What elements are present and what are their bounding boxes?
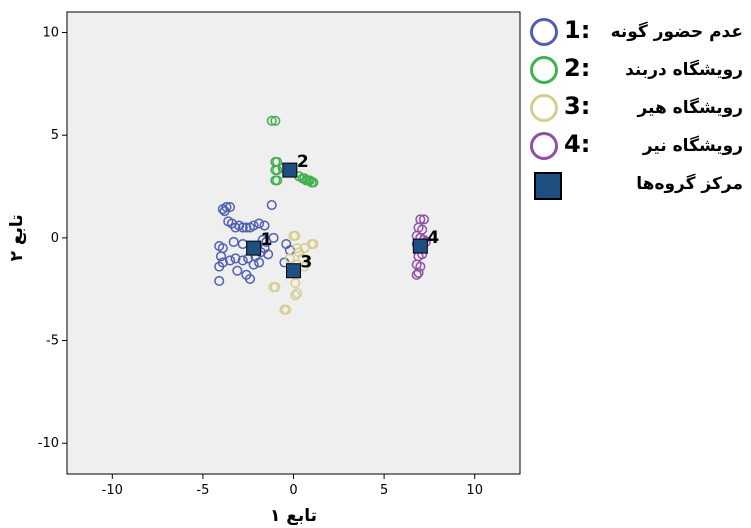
legend-label: رویشگاه نیر [642, 136, 743, 156]
data-point [308, 238, 319, 250]
centroid-marker [282, 162, 298, 178]
y-tick-label: -5 [46, 334, 59, 349]
data-point [284, 253, 295, 264]
series-g2 [266, 115, 319, 188]
legend-label: عدم حضور گونه [610, 22, 743, 42]
legend-number: 4: [564, 130, 591, 158]
legend-item-g3: 3: رویشگاه هیر [526, 92, 751, 130]
data-point [263, 249, 274, 260]
data-point [241, 222, 252, 233]
data-point [237, 255, 248, 266]
legend-number: 3: [564, 92, 591, 120]
data-point [299, 243, 310, 254]
y-tick-label: -10 [38, 436, 59, 451]
data-point [244, 273, 256, 284]
data-point [268, 232, 279, 243]
x-tick-label: 10 [466, 483, 483, 498]
data-point [266, 115, 277, 126]
x-tick-label: -10 [102, 483, 123, 498]
legend-swatch-square-icon [534, 172, 562, 200]
legend-swatch-circle-icon [530, 94, 558, 122]
legend-item-g4: 4: رویشگاه نیر [526, 130, 751, 168]
data-point [259, 220, 270, 231]
centroid-label: 3 [301, 253, 313, 273]
data-point [254, 218, 265, 229]
data-point [272, 175, 283, 186]
centroid-label: 1 [261, 230, 273, 250]
legend: 1: عدم حضور گونه 2: رویشگاه دربند 3: روی… [526, 16, 751, 206]
group-centroids: 1 2 3 4 [246, 152, 439, 279]
data-point [254, 257, 265, 268]
legend-label: رویشگاه دربند [625, 60, 743, 80]
data-point [272, 165, 283, 176]
legend-label: مرکز گروه‌ها [636, 174, 743, 194]
y-tick-label: 0 [51, 231, 59, 246]
series-g3 [268, 230, 319, 315]
centroid-marker [412, 238, 428, 254]
data-point [266, 199, 277, 211]
legend-item-centroid: مرکز گروه‌ها [526, 168, 751, 206]
legend-swatch-circle-icon [530, 56, 558, 84]
data-point [237, 222, 248, 233]
data-point [225, 255, 236, 266]
data-point [214, 275, 225, 287]
centroid-marker [246, 240, 262, 256]
x-axis-label: تابع ۱ [270, 506, 317, 526]
legend-number: 1: [564, 16, 591, 44]
data-point [281, 304, 292, 315]
data-point [270, 282, 281, 293]
data-point [257, 234, 268, 245]
x-tick-label: 0 [289, 483, 297, 498]
legend-swatch-circle-icon [530, 18, 558, 46]
y-tick-label: 5 [51, 128, 59, 143]
x-tick-label: 5 [380, 483, 388, 498]
data-point [228, 236, 239, 248]
centroid-label: 2 [297, 152, 309, 172]
data-point [219, 206, 230, 217]
data-point [230, 253, 241, 264]
data-point [292, 288, 303, 299]
data-point [413, 267, 424, 278]
y-tick-label: 10 [42, 26, 59, 41]
data-point [232, 265, 243, 276]
data-point [290, 230, 301, 241]
x-tick-label: -5 [196, 483, 209, 498]
data-point [411, 269, 422, 280]
data-point [290, 290, 301, 301]
data-point [217, 243, 228, 254]
data-point [270, 115, 281, 126]
legend-item-g1: 1: عدم حضور گونه [526, 16, 751, 54]
y-axis-label: تابع ۲ [7, 214, 27, 261]
data-point [248, 220, 259, 231]
axes: -10 -5 0 5 10 -10 -5 0 5 10 [38, 26, 483, 498]
data-point [290, 277, 301, 289]
data-point [418, 214, 430, 225]
legend-label: رویشگاه هیر [637, 98, 743, 118]
data-point [214, 261, 225, 272]
data-point [415, 261, 426, 272]
plot-area [66, 11, 521, 475]
data-point [248, 259, 259, 270]
centroid-label: 4 [427, 228, 439, 248]
legend-number: 2: [564, 54, 591, 82]
legend-item-g2: 2: رویشگاه دربند [526, 54, 751, 92]
legend-swatch-circle-icon [530, 132, 558, 160]
data-point [308, 177, 319, 188]
centroid-marker [286, 263, 301, 279]
